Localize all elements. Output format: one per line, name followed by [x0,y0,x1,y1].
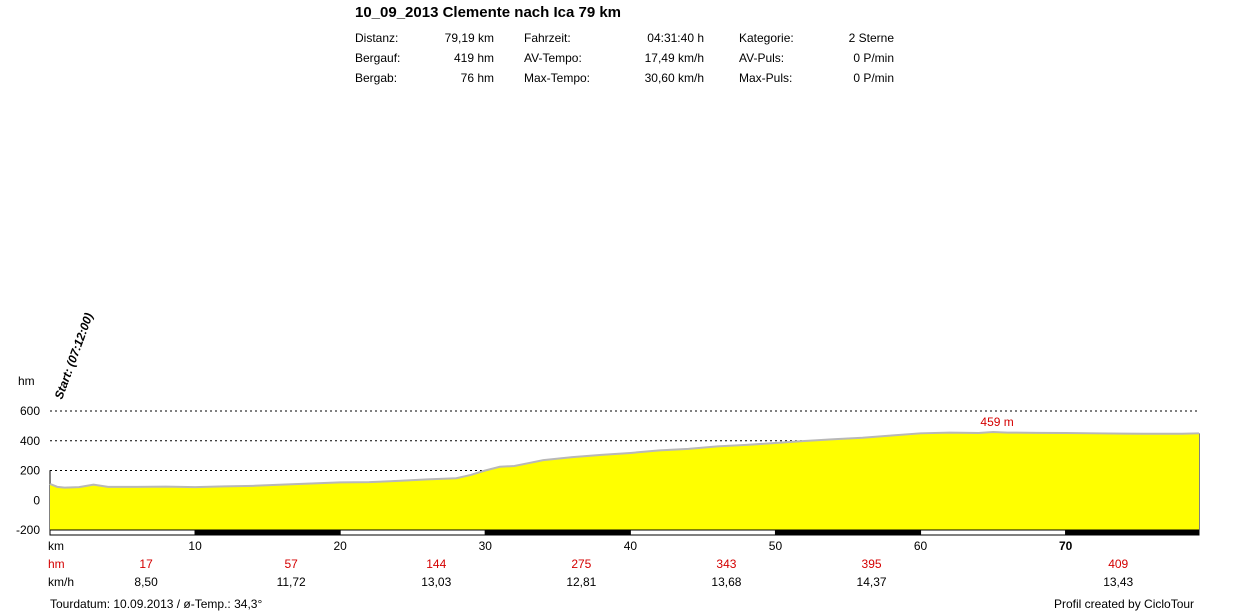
kmh-value: 11,72 [277,575,306,589]
stat-value-kategorie: 2 Sterne [848,31,894,45]
footer-tour-info: Tourdatum: 10.09.2013 / ø-Temp.: 34,3° [50,597,263,611]
hm-value: 275 [571,557,591,571]
y-tick-label: 0 [33,493,40,507]
stat-value-bergauf: 419 hm [453,51,494,65]
x-tick-label: 40 [624,539,638,553]
elevation-line [49,430,1200,489]
kmh-value: 12,81 [566,575,596,589]
x-axis-segment [1065,529,1200,536]
chart-title: 10_09_2013 Clemente nach Ica 79 km [355,4,622,21]
x-tick-labels: 10 20 30 40 50 60 70 [188,539,1072,553]
x-tick-label: 30 [479,539,493,553]
stat-value-fahrzeit: 04:31:40 h [647,31,704,45]
kmh-value: 14,37 [857,575,887,589]
y-tick-labels: 600 400 200 0 -200 [16,404,40,537]
kmh-value: 13,03 [421,575,451,589]
hm-value: 57 [284,557,298,571]
y-tick-label: 600 [20,404,40,418]
footer-credit: Profil created by CicloTour [1054,597,1195,611]
x-axis-segment [920,529,1067,536]
x-axis-segment [49,529,196,536]
x-tick-label: 20 [334,539,348,553]
max-elevation-label: 459 m [980,415,1013,429]
y-tick-label: 400 [20,434,40,448]
x-axis-segment [774,529,922,536]
x-tick-label: 10 [188,539,202,553]
stat-value-distanz: 79,19 km [444,31,494,45]
stat-value-bergab: 76 hm [460,71,494,85]
elevation-area [50,431,1199,530]
stat-label-bergab: Bergab: [355,71,398,85]
kmh-value: 8,50 [134,575,158,589]
x-axis-segment [339,529,486,536]
kmh-values-row: 8,50 11,72 13,03 12,81 13,68 14,37 13,43 [134,575,1133,589]
stat-label-fahrzeit: Fahrzeit: [524,31,571,45]
stat-label-avpuls: AV-Puls: [739,51,785,65]
stat-value-avpuls: 0 P/min [853,51,894,65]
stat-label-avtempo: AV-Tempo: [524,51,582,65]
x-axis-bar [49,529,1200,536]
hm-values-row: 17 57 144 275 343 395 409 [139,557,1128,571]
x-axis-segment [484,529,631,536]
stat-label-bergauf: Bergauf: [355,51,401,65]
hm-value: 144 [426,557,446,571]
stat-label-maxtempo: Max-Tempo: [524,71,591,85]
x-axis-label: km [48,539,64,553]
hm-value: 17 [139,557,153,571]
hm-value: 409 [1108,557,1128,571]
stat-value-avtempo: 17,49 km/h [644,51,704,65]
x-tick-label: 70 [1059,539,1073,553]
hm-value: 343 [716,557,736,571]
kmh-value: 13,43 [1103,575,1133,589]
kmh-value: 13,68 [711,575,741,589]
stat-label-kategorie: Kategorie: [739,31,794,45]
hm-value: 395 [862,557,882,571]
x-axis-segment [629,529,776,536]
x-axis-segment [194,529,341,536]
x-tick-label: 50 [769,539,783,553]
y-tick-label: 200 [20,464,40,478]
start-label: Start: (07:12:00) [52,311,96,401]
stat-label-maxpuls: Max-Puls: [739,71,793,85]
stat-value-maxtempo: 30,60 km/h [644,71,704,85]
stat-label-distanz: Distanz: [355,31,399,45]
y-axis-label: hm [18,374,35,388]
stat-value-maxpuls: 0 P/min [853,71,894,85]
x-tick-label: 60 [914,539,928,553]
y-tick-label: -200 [16,523,40,537]
kmh-row-label: km/h [48,575,74,589]
hm-row-label: hm [48,557,65,571]
